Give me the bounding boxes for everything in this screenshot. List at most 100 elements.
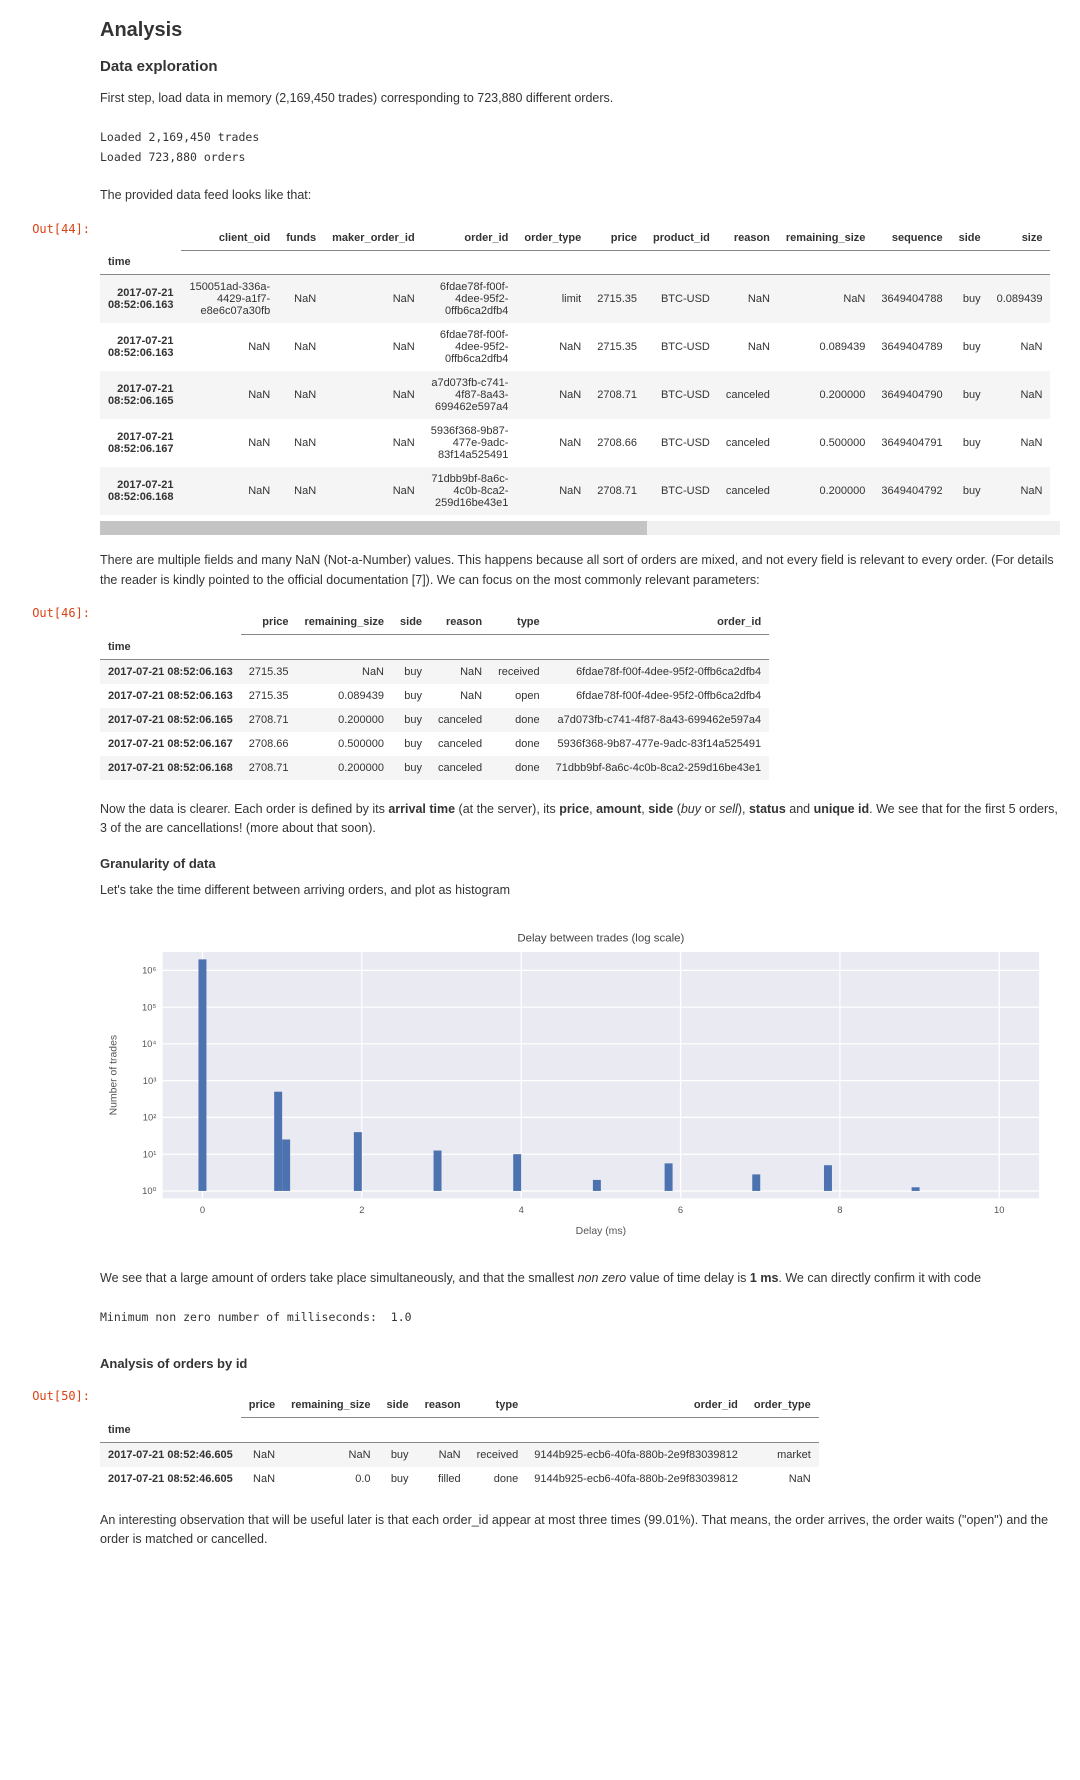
cell: 6fdae78f-f00f-4dee-95f2-0ffb6ca2dfb4 (423, 275, 517, 324)
row-index: 2017-07-21 08:52:46.605 (100, 1442, 241, 1467)
svg-text:Delay between trades (log scal: Delay between trades (log scale) (517, 932, 684, 944)
column-header: product_id (645, 226, 718, 251)
cell: 3649404792 (873, 467, 950, 515)
cell: 5936f368-9b87-477e-9adc-83f14a525491 (548, 732, 770, 756)
cell: 2708.71 (589, 467, 645, 515)
cell: 9144b925-ecb6-40fa-880b-2e9f83039812 (526, 1442, 746, 1467)
svg-text:10⁴: 10⁴ (142, 1038, 156, 1049)
cell: NaN (324, 467, 423, 515)
cell: NaN (278, 467, 324, 515)
cell: 2708.71 (241, 756, 297, 780)
cell: 3649404790 (873, 371, 950, 419)
cell: NaN (181, 419, 278, 467)
row-index: 2017-07-21 08:52:06.168 (100, 756, 241, 780)
cell: BTC-USD (645, 371, 718, 419)
table-row: 2017-07-2108:52:06.163150051ad-336a-4429… (100, 275, 1050, 324)
cell: NaN (746, 1467, 819, 1491)
cell: buy (392, 732, 430, 756)
cell: NaN (278, 419, 324, 467)
cell: 0.500000 (297, 732, 392, 756)
data-exploration-heading: Data exploration (100, 58, 1060, 75)
row-index: 2017-07-21 08:52:06.167 (100, 732, 241, 756)
cell: buy (392, 659, 430, 684)
column-header: client_oid (181, 226, 278, 251)
cell: filled (417, 1467, 469, 1491)
column-header: order_type (746, 1393, 819, 1418)
row-index: 2017-07-21 08:52:46.605 (100, 1467, 241, 1491)
nan-explain-text: There are multiple fields and many NaN (… (100, 551, 1060, 590)
cell: 6fdae78f-f00f-4dee-95f2-0ffb6ca2dfb4 (548, 684, 770, 708)
svg-text:10³: 10³ (143, 1074, 157, 1085)
row-index: 2017-07-21 08:52:06.163 (100, 659, 241, 684)
table1-scrollbar[interactable] (100, 521, 1060, 535)
table2-wrapper[interactable]: priceremaining_sizesidereasontypeorder_i… (100, 606, 1060, 784)
cell: received (490, 659, 548, 684)
cell: 2708.71 (589, 371, 645, 419)
analysis-heading: Analysis (100, 19, 1060, 42)
table-row: 2017-07-2108:52:06.163NaNNaNNaN6fdae78f-… (100, 323, 1050, 371)
cell: done (490, 756, 548, 780)
cell: NaN (181, 371, 278, 419)
column-header: maker_order_id (324, 226, 423, 251)
table1-wrapper[interactable]: client_oidfundsmaker_order_idorder_idord… (100, 222, 1060, 520)
loaded-trades-output: Loaded 2,169,450 trades (100, 130, 1060, 144)
cell: 2715.35 (241, 684, 297, 708)
column-header: side (951, 226, 989, 251)
cell: NaN (430, 659, 490, 684)
column-header: sequence (873, 226, 950, 251)
cell: open (490, 684, 548, 708)
svg-text:0: 0 (200, 1204, 205, 1215)
cell: NaN (989, 467, 1051, 515)
cell: NaN (778, 275, 873, 324)
column-header: reason (417, 1393, 469, 1418)
cell: NaN (989, 323, 1051, 371)
cell: NaN (718, 275, 778, 324)
svg-text:10: 10 (994, 1204, 1004, 1215)
column-header: side (392, 610, 430, 635)
table1: client_oidfundsmaker_order_idorder_idord… (100, 226, 1050, 516)
order-id-obs-text: An interesting observation that will be … (100, 1511, 1060, 1550)
cell: NaN (324, 275, 423, 324)
cell: buy (392, 684, 430, 708)
column-header: order_type (516, 226, 589, 251)
cell: NaN (516, 323, 589, 371)
column-header: price (241, 1393, 283, 1418)
cell: done (490, 708, 548, 732)
cell: NaN (181, 467, 278, 515)
table3-wrapper[interactable]: priceremaining_sizesidereasontypeorder_i… (100, 1389, 1060, 1495)
cell: BTC-USD (645, 323, 718, 371)
cell: NaN (430, 684, 490, 708)
svg-text:10¹: 10¹ (143, 1148, 157, 1159)
cell: canceled (718, 467, 778, 515)
cell: NaN (516, 371, 589, 419)
index-name: time (100, 250, 181, 275)
cell: 71dbb9bf-8a6c-4c0b-8ca2-259d16be43e1 (423, 467, 517, 515)
column-header: order_id (526, 1393, 746, 1418)
cell: canceled (718, 371, 778, 419)
svg-text:Number of trades: Number of trades (109, 1035, 120, 1116)
svg-text:10²: 10² (143, 1111, 157, 1122)
column-header: funds (278, 226, 324, 251)
cell: canceled (430, 756, 490, 780)
table-row: 2017-07-21 08:52:06.1672708.660.500000bu… (100, 732, 769, 756)
cell: 150051ad-336a-4429-a1f7-e8e6c07a30fb (181, 275, 278, 324)
cell: NaN (324, 323, 423, 371)
table-row: 2017-07-2108:52:06.168NaNNaNNaN71dbb9bf-… (100, 467, 1050, 515)
column-header: price (241, 610, 297, 635)
column-header: order_id (423, 226, 517, 251)
svg-text:Delay (ms): Delay (ms) (576, 1225, 626, 1236)
cell: NaN (516, 419, 589, 467)
cell: NaN (241, 1467, 283, 1491)
cell: NaN (181, 323, 278, 371)
looks-like-text: The provided data feed looks like that: (100, 186, 1060, 205)
cell: BTC-USD (645, 419, 718, 467)
table-row: 2017-07-21 08:52:06.1652708.710.200000bu… (100, 708, 769, 732)
row-index: 2017-07-21 08:52:06.165 (100, 708, 241, 732)
column-header: price (589, 226, 645, 251)
table1-scrollbar-thumb[interactable] (100, 521, 647, 535)
cell: canceled (718, 419, 778, 467)
svg-text:10⁶: 10⁶ (142, 964, 156, 975)
row-index: 2017-07-2108:52:06.163 (100, 275, 181, 324)
row-index: 2017-07-2108:52:06.163 (100, 323, 181, 371)
svg-text:2: 2 (359, 1204, 364, 1215)
